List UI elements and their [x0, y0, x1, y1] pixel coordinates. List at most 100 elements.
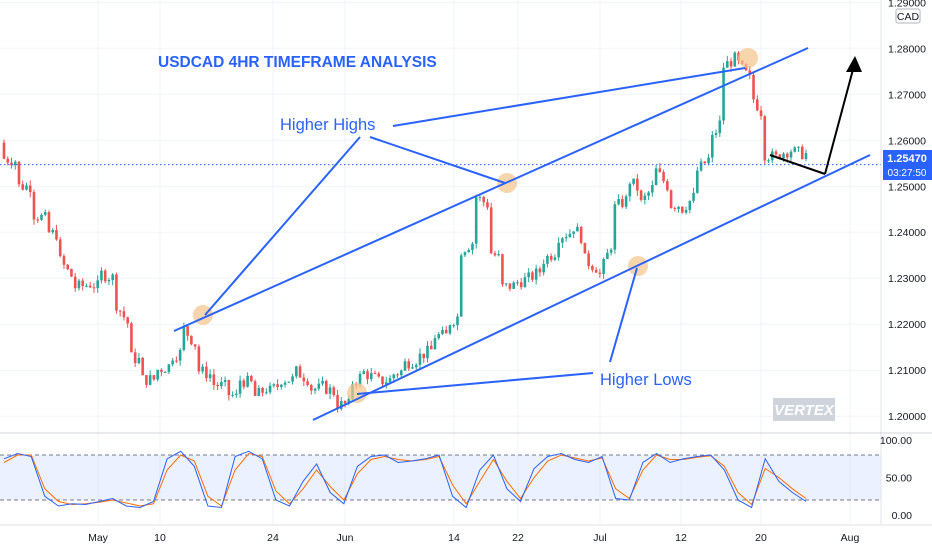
candle-body — [444, 329, 448, 334]
candle-body — [317, 383, 321, 389]
candle-body — [414, 364, 418, 368]
candle-body — [253, 381, 257, 396]
candle-body — [523, 277, 527, 288]
candle-body — [261, 387, 264, 393]
candle-body — [561, 238, 564, 243]
candle-body — [324, 380, 328, 394]
candle-body — [302, 377, 306, 382]
candle-body — [62, 256, 66, 265]
candle-body — [403, 361, 407, 371]
price-tick-label: 1.23000 — [888, 273, 926, 285]
candle-body — [426, 345, 429, 359]
last-price-value: 1.25470 — [887, 153, 927, 165]
price-axis[interactable]: 1.29000 1.28000 1.27000 1.26000 1.25000 1.240… — [888, 0, 926, 423]
candle-body — [696, 170, 699, 193]
candle-body — [441, 329, 444, 335]
time-tick-label: 22 — [512, 532, 524, 544]
candle-body — [32, 192, 36, 220]
candle-body — [531, 272, 534, 280]
candle-body — [163, 371, 167, 373]
candle-body — [482, 197, 486, 203]
time-tick-label: Aug — [841, 532, 860, 544]
candle-body — [474, 197, 478, 244]
candle-body — [66, 264, 70, 270]
candle-body — [587, 253, 590, 266]
candle-body — [178, 349, 182, 361]
candle-body — [343, 400, 347, 404]
currency-label: CAD — [897, 11, 920, 23]
candle-body — [126, 317, 129, 324]
candle-body — [141, 357, 144, 376]
watermark-box — [773, 398, 835, 421]
candle-body — [666, 181, 669, 191]
candle-body — [58, 239, 62, 257]
candle-body — [92, 287, 96, 289]
candle-body — [624, 196, 628, 207]
candle-body — [40, 214, 43, 220]
price-tick-label: 1.28000 — [888, 43, 926, 55]
price-tick-label: 1.24000 — [888, 227, 926, 239]
candle-body — [115, 274, 118, 311]
candle-body — [291, 376, 294, 382]
highlight-high-3 — [738, 48, 758, 68]
candle-body — [785, 153, 789, 158]
candle-body — [651, 185, 654, 193]
candle-body — [347, 398, 351, 404]
candle-body — [223, 379, 227, 382]
candle-body — [549, 255, 553, 260]
time-axis[interactable]: May 10 24 Jun 14 22 Jul 12 20 Aug — [88, 532, 859, 544]
candle-body — [478, 197, 482, 199]
candle-body — [156, 369, 159, 380]
candle-body — [542, 263, 545, 273]
candle-body — [197, 346, 201, 372]
candle-body — [51, 229, 55, 233]
price-tick-label: 1.25000 — [888, 181, 926, 193]
candle-body — [36, 219, 40, 221]
candle-body — [366, 371, 369, 380]
candle-body — [167, 364, 171, 372]
watermark-vertex: VERTEX — [774, 402, 835, 419]
candle-body — [377, 373, 381, 377]
oscillator-axis[interactable]: 100.00 50.00 0.00 — [880, 435, 912, 522]
candle-body — [782, 153, 785, 159]
candle-body — [504, 283, 508, 285]
candle-body — [429, 345, 433, 350]
candle-body — [448, 325, 452, 334]
candle-body — [613, 204, 617, 250]
time-tick-label: 10 — [154, 532, 166, 544]
oscillator-d-line — [3, 452, 807, 507]
candle-body — [17, 161, 21, 185]
candle-body — [336, 395, 339, 410]
candle-body — [411, 367, 414, 369]
candle-body — [789, 151, 793, 158]
price-grid — [0, 0, 881, 525]
higher-lows-pointer-2 — [609, 267, 638, 363]
candle-body — [295, 366, 298, 377]
higher-highs-label: Higher Highs — [280, 116, 375, 134]
candle-body — [130, 323, 133, 353]
candle-body — [598, 272, 602, 274]
candle-body — [310, 385, 313, 391]
candle-body — [621, 199, 624, 207]
oscillator-tick-label: 0.00 — [892, 510, 913, 522]
candle-body — [538, 268, 542, 273]
price-tick-label: 1.22000 — [888, 319, 926, 331]
candle-body — [332, 387, 336, 396]
candle-body — [13, 161, 17, 166]
candle-body — [576, 226, 579, 232]
candle-body — [459, 255, 463, 317]
time-tick-label: 20 — [755, 532, 767, 544]
candle-body — [396, 374, 399, 376]
oscillator-tick-label: 50.00 — [886, 473, 912, 485]
candle-body — [778, 154, 782, 159]
candle-body — [28, 185, 32, 193]
candle-body — [422, 353, 426, 359]
candle-body — [512, 282, 515, 289]
candle-body — [118, 310, 122, 312]
price-tick-label: 1.26000 — [888, 135, 926, 147]
candle-body — [467, 250, 471, 253]
candle-body — [227, 379, 231, 396]
candle-body — [703, 161, 707, 164]
candle-body — [145, 375, 148, 385]
